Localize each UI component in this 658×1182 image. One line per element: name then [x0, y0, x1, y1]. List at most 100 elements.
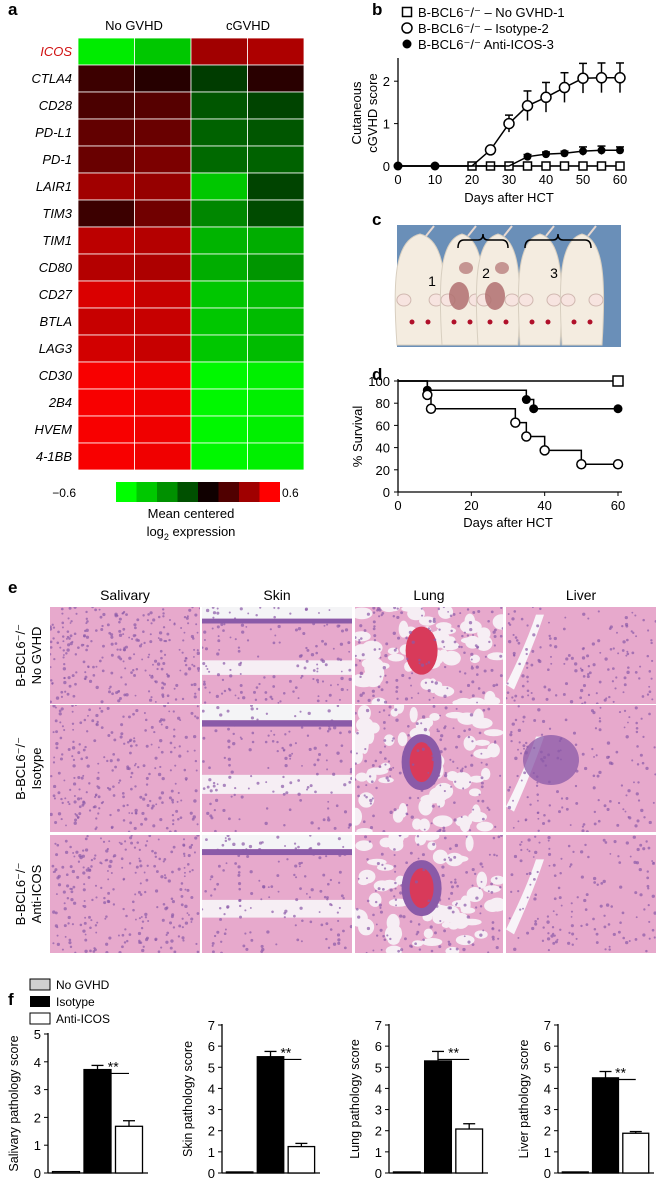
y-tick-label: 5: [34, 1027, 41, 1042]
y-tick-label: 100: [368, 374, 390, 389]
heatmap-cell: [134, 118, 192, 147]
x-tick-label: 30: [502, 172, 516, 187]
x-tick-label: 0: [394, 498, 401, 513]
cgvhd-score-chart: 0 10 20 30 40 50 60 0 1 2 Days after HCT Cutaneousc…: [349, 5, 627, 205]
heatmap-cell: [77, 415, 135, 444]
y-tick-label: 80: [376, 396, 390, 411]
histology-image: [355, 835, 503, 953]
heatmap-cell: [134, 280, 192, 309]
heatmap-cell: [190, 91, 248, 120]
data-point: [541, 161, 551, 171]
y-tick-label: 3: [208, 1103, 215, 1118]
heatmap-cell: [77, 388, 135, 417]
data-point: [510, 417, 521, 428]
heatmap-gene-label: PD-L1: [35, 125, 72, 140]
heatmap-gene-label: CTLA4: [32, 71, 72, 86]
data-point: [401, 22, 413, 34]
data-point: [484, 144, 497, 156]
heatmap-cell: [77, 91, 135, 120]
data-point: [540, 91, 552, 104]
bar-no-gvhd: [561, 1171, 589, 1174]
y-tick-label: 5: [544, 1060, 551, 1075]
pathology-chart-3: 0 1 2 3 4 5 6 7 Lung pathology score **: [348, 1018, 488, 1181]
heatmap-cell: [190, 64, 248, 93]
y-tick-label: 4: [544, 1081, 551, 1096]
bar-isotype: [423, 1060, 453, 1174]
heatmap-cell: [190, 199, 248, 228]
y-tick-label: 0: [208, 1166, 215, 1181]
heatmap-cell: [134, 64, 192, 93]
heatmap-col-label-cgvhd: cGVHD: [226, 18, 270, 33]
survival-open-square: [398, 375, 624, 387]
photo-label-1: 1: [428, 273, 436, 289]
y-tick-label: 5: [375, 1060, 382, 1075]
y-axis-label: % Survival: [350, 406, 365, 468]
y-tick-label: 4: [208, 1081, 215, 1096]
heatmap-cell: [190, 388, 248, 417]
heatmap-cell: [190, 172, 248, 201]
heatmap-cell: [247, 334, 305, 363]
heatmap-gene-label: 4-1BB: [36, 449, 72, 464]
panel-label-d: d: [372, 365, 383, 384]
y-tick-label: 1: [544, 1145, 551, 1160]
panel-label-e: e: [8, 578, 18, 597]
heatmap-color-scale: [116, 482, 280, 502]
histology-column-label: Skin: [263, 587, 290, 603]
x-tick-label: 0: [394, 172, 401, 187]
x-tick-label: 60: [611, 498, 625, 513]
heatmap-cell: [190, 118, 248, 147]
y-tick-label: 7: [208, 1018, 215, 1033]
y-tick-label: 1: [383, 117, 390, 132]
heatmap-gene-label: 2B4: [48, 395, 72, 410]
histology-image: [50, 705, 200, 832]
heatmap-cell: [190, 37, 248, 66]
y-tick-label: 2: [383, 74, 390, 89]
mouse: [394, 225, 446, 346]
survival-chart: 0 20 40 60 0 20 40 60 80 100 Days after HCT % Survi…: [350, 374, 625, 530]
x-tick-label: 20: [465, 172, 479, 187]
histology-row-label: B-BCL6⁻/⁻No GVHD: [13, 624, 44, 687]
series-filled-circle: [398, 145, 624, 167]
histology-image: [506, 607, 656, 704]
y-tick-label: 0: [34, 1166, 41, 1181]
histology-image: [50, 607, 200, 704]
scale-swatch: [177, 482, 198, 502]
heatmap-cell: [77, 334, 135, 363]
data-point: [402, 39, 412, 49]
data-point: [596, 161, 607, 171]
legend-swatch-isotype: [30, 996, 50, 1007]
data-point: [425, 403, 437, 414]
bar-anti-icos: [455, 1128, 484, 1174]
scale-swatch: [218, 482, 239, 502]
heatmap-cell: [134, 91, 192, 120]
bar-no-gvhd: [225, 1171, 254, 1174]
heatmap-cell: [247, 118, 305, 147]
y-tick-label: 6: [544, 1039, 551, 1054]
y-tick-label: 4: [375, 1081, 382, 1096]
data-point: [542, 150, 550, 159]
heatmap-cell: [77, 226, 135, 255]
data-point: [521, 431, 532, 442]
heatmap-cell: [134, 226, 192, 255]
data-point: [616, 146, 624, 155]
y-tick-label: 2: [34, 1110, 41, 1125]
data-point: [521, 395, 531, 405]
y-axis-label: CutaneouscGVHD score: [349, 73, 380, 152]
x-tick-label: 10: [428, 172, 442, 187]
heatmap-gene-labels: ICOS CTLA4 CD28 PD-L1 PD-1 LAIR1 TIM3 TIM1 CD80 C…: [32, 44, 73, 464]
panel-label-b: b: [372, 0, 383, 19]
data-point: [615, 161, 625, 171]
bar-anti-icos: [287, 1145, 316, 1174]
legend-label: B-BCL6⁻/⁻ – Isotype-2: [418, 21, 549, 36]
y-tick-label: 1: [208, 1145, 215, 1160]
y-tick-label: 3: [544, 1103, 551, 1118]
heatmap-cell: [134, 199, 192, 228]
photo-mice: [394, 225, 605, 346]
histology-row-label: B-BCL6⁻/⁻Anti-ICOS: [13, 863, 44, 926]
bar-isotype: [591, 1077, 620, 1174]
panel-label-c: c: [372, 210, 382, 229]
significance-marker: **: [108, 1058, 119, 1074]
scale-swatch: [116, 482, 137, 502]
x-tick-label: 40: [539, 172, 553, 187]
y-axis-label: Skin pathology score: [181, 1041, 195, 1157]
